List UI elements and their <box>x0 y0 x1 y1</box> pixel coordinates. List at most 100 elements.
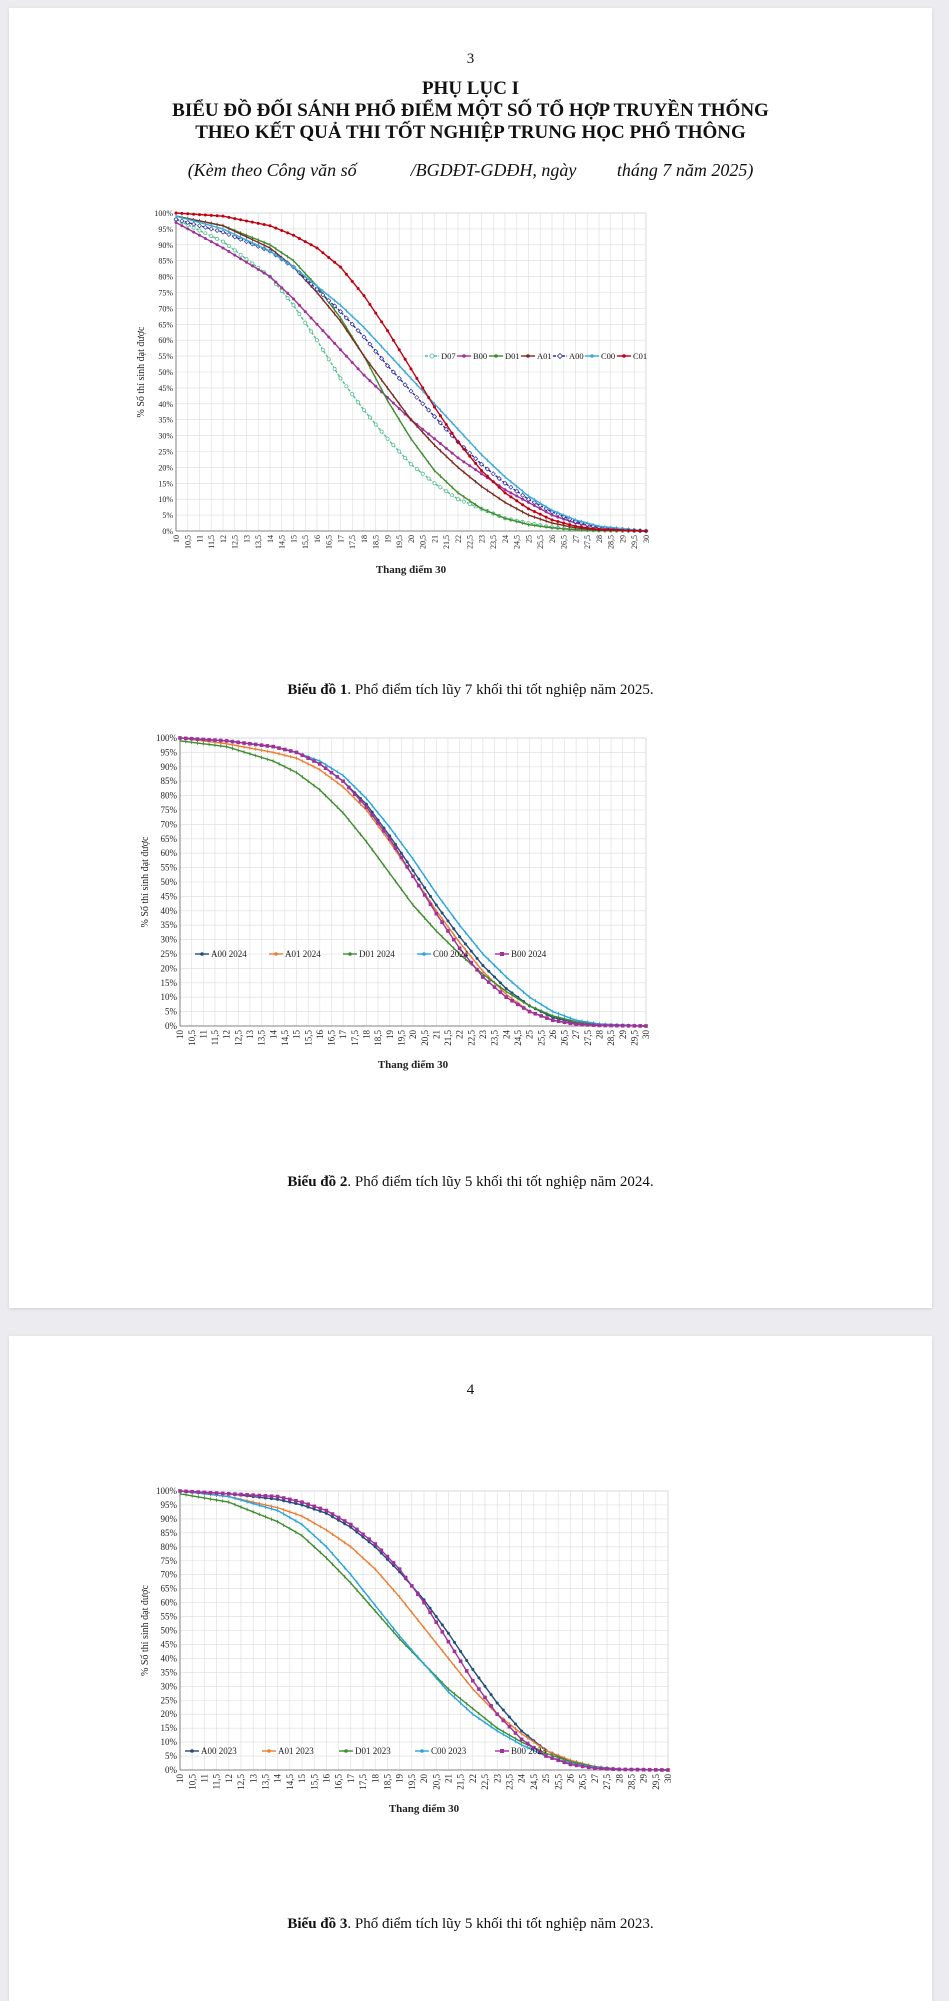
data-point <box>320 292 326 298</box>
data-point <box>185 220 191 226</box>
y-tick-label: 15% <box>161 1723 178 1733</box>
y-tick-label: 60% <box>161 1598 178 1608</box>
data-point <box>191 221 197 227</box>
data-point <box>318 1506 323 1511</box>
data-point <box>203 231 208 236</box>
data-point <box>355 1530 359 1534</box>
x-tick-label: 16,5 <box>334 1774 344 1790</box>
data-point <box>230 739 235 744</box>
data-point <box>315 246 319 250</box>
caption-text: . Phổ điểm tích lũy 7 khối thi tốt nghiệ… <box>347 682 654 698</box>
data-point <box>190 1489 194 1494</box>
document-title-line-2: THEO KẾT QUẢ THI TỐT NGHIỆP TRUNG HỌC PH… <box>195 122 746 143</box>
data-point <box>386 329 389 333</box>
data-point <box>585 1023 590 1027</box>
x-tick-label: 15 <box>289 535 298 543</box>
data-point <box>373 422 378 427</box>
data-point <box>180 224 184 228</box>
data-point <box>623 1767 628 1772</box>
data-point <box>215 243 219 247</box>
y-tick-label: 75% <box>161 805 178 815</box>
legend-label: B00 2023 <box>511 1746 547 1756</box>
x-tick-label: 17,5 <box>350 1030 360 1046</box>
data-point <box>609 528 613 532</box>
y-tick-label: 90% <box>161 1514 178 1524</box>
plot-area: 0% 5% 10% 15% 20% 25% 30% 35% 40% 45% 50% 55% 60% 65%… <box>136 209 651 576</box>
data-point <box>391 401 395 405</box>
data-point <box>632 529 636 533</box>
y-tick-label: 85% <box>161 1528 178 1538</box>
data-point <box>574 1022 578 1027</box>
series-c01 <box>174 211 648 533</box>
data-point <box>283 747 287 752</box>
y-tick-label: 90% <box>161 762 178 772</box>
y-tick-label: 20% <box>161 963 178 973</box>
data-point <box>503 491 507 495</box>
legend: A00 2023 A01 2023 D01 2023 C00 2023 B00 2023 <box>185 1746 547 1756</box>
gridlines <box>179 737 647 1027</box>
x-tick-label: 16 <box>322 1774 332 1784</box>
data-point <box>362 373 366 377</box>
data-point <box>361 1535 365 1539</box>
data-point <box>227 250 231 254</box>
y-axis-title: % Số thí sinh đạt được <box>140 1584 151 1676</box>
legend-label: A01 <box>537 351 552 361</box>
data-point <box>421 386 425 390</box>
data-point <box>421 427 425 431</box>
data-point <box>463 953 468 958</box>
data-point <box>644 529 648 533</box>
y-tick-label: 50% <box>158 368 173 377</box>
x-tick-label: 16,5 <box>325 535 334 549</box>
data-point <box>358 798 363 803</box>
data-point <box>288 1500 292 1504</box>
document-title-line-1: BIỂU ĐỒ ĐỐI SÁNH PHỔ ĐIỂM MỘT SỐ TỔ HỢP … <box>172 100 769 121</box>
x-tick-label: 18,5 <box>372 535 381 549</box>
data-point <box>473 456 479 462</box>
x-tick-label: 19 <box>383 535 392 543</box>
data-point <box>597 1023 602 1028</box>
y-tick-label: 35% <box>158 416 173 425</box>
data-point <box>526 496 531 502</box>
legend-marker <box>500 952 504 956</box>
data-point <box>227 215 231 219</box>
x-tick-label: 14,5 <box>285 1774 295 1790</box>
x-tick-label: 12 <box>222 1030 232 1039</box>
data-point <box>385 436 390 441</box>
data-point <box>285 296 290 301</box>
x-tick-label: 10,5 <box>187 1030 197 1046</box>
data-point <box>339 348 342 352</box>
data-point <box>250 264 254 268</box>
data-point <box>513 1731 518 1735</box>
data-point <box>349 1525 353 1529</box>
x-tick-label: 15,5 <box>303 1030 313 1046</box>
x-tick-label: 27 <box>571 535 580 543</box>
chart-1-2025: 0% 5% 10% 15% 20% 25% 30% 35% 40% 45% 50% 55% 60% 65%… <box>136 209 651 576</box>
data-point <box>432 414 437 420</box>
data-point <box>376 821 380 825</box>
x-tick-label: 27,5 <box>583 1030 593 1046</box>
data-point <box>262 271 266 275</box>
data-point <box>397 1567 402 1571</box>
y-tick-label: 50% <box>161 1626 178 1636</box>
data-point <box>477 1676 481 1680</box>
data-point <box>556 515 560 519</box>
data-point <box>520 492 526 498</box>
data-point <box>539 1014 543 1018</box>
data-point <box>333 341 337 345</box>
data-point <box>282 1499 286 1503</box>
x-tick-label: 13 <box>242 535 251 543</box>
x-tick-label: 27,5 <box>602 1774 612 1790</box>
data-point <box>469 960 474 965</box>
y-tick-label: 100% <box>156 1486 178 1496</box>
data-point <box>586 1765 591 1770</box>
x-tick-label: 29,5 <box>630 535 639 549</box>
data-point <box>326 297 332 303</box>
data-point <box>218 738 223 743</box>
x-tick-label: 16 <box>315 1030 325 1040</box>
data-point <box>501 1718 506 1723</box>
data-point <box>480 472 483 476</box>
data-point <box>433 405 436 409</box>
y-axis-title: % Số thí sinh đạt được <box>136 326 147 418</box>
data-point <box>533 1011 538 1016</box>
data-point <box>361 1532 365 1537</box>
